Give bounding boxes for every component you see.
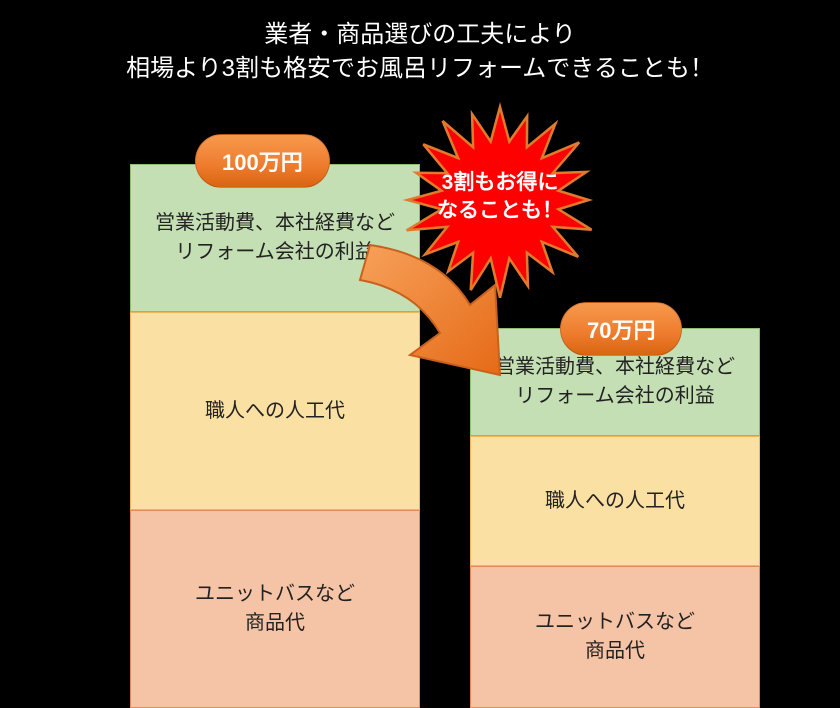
left-segment-1: 職人への人工代	[130, 312, 420, 510]
right-segment-1-label: 職人への人工代	[545, 487, 685, 516]
right-segment-1: 職人への人工代	[470, 436, 760, 566]
right-price-pill: 70万円	[560, 302, 682, 356]
starburst-line2: なることも！	[437, 197, 563, 225]
starburst-label: 3割もお得に なることも！	[437, 169, 563, 226]
left-segment-0-label: 営業活動費、本社経費などリフォーム会社の利益	[155, 209, 395, 267]
right-column: 営業活動費、本社経費などリフォーム会社の利益職人への人工代ユニットバスなど商品代	[470, 328, 760, 708]
stage: 営業活動費、本社経費などリフォーム会社の利益職人への人工代ユニットバスなど商品代…	[0, 100, 840, 708]
right-segment-0-label: 営業活動費、本社経費などリフォーム会社の利益	[495, 353, 735, 411]
headline: 業者・商品選びの工夫により 相場より3割も格安でお風呂リフォームできることも！	[0, 0, 840, 85]
left-segment-1-label: 職人への人工代	[205, 397, 345, 426]
headline-line2: 相場より3割も格安でお風呂リフォームできることも！	[0, 52, 840, 86]
left-segment-2-label: ユニットバスなど商品代	[195, 580, 355, 638]
starburst-line1: 3割もお得に	[437, 169, 563, 197]
right-segment-2: ユニットバスなど商品代	[470, 566, 760, 708]
headline-line1: 業者・商品選びの工夫により	[0, 18, 840, 52]
left-price-pill: 100万円	[195, 134, 330, 188]
left-column: 営業活動費、本社経費などリフォーム会社の利益職人への人工代ユニットバスなど商品代	[130, 164, 420, 708]
right-segment-2-label: ユニットバスなど商品代	[535, 608, 695, 666]
left-segment-2: ユニットバスなど商品代	[130, 510, 420, 708]
right-price-label: 70万円	[587, 313, 655, 345]
left-price-label: 100万円	[222, 145, 303, 177]
